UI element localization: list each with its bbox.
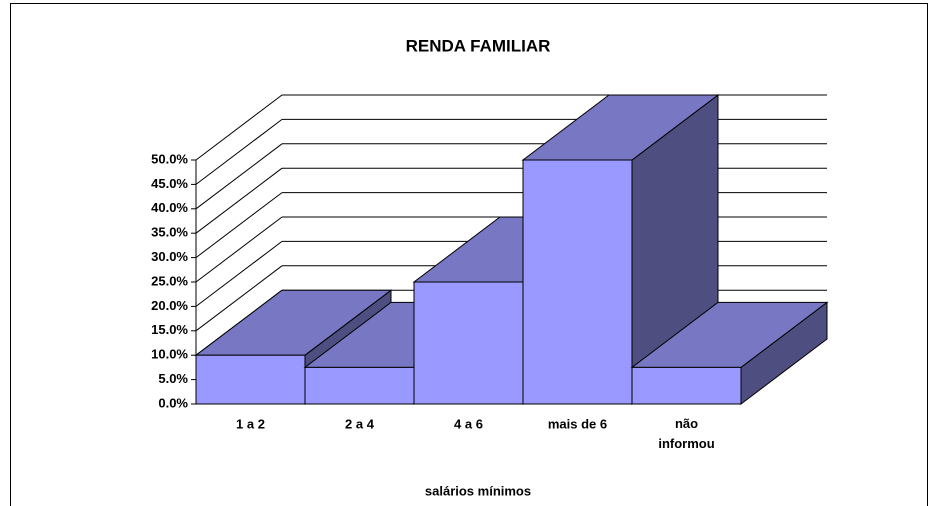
y-tick-label: 50.0% (151, 151, 188, 166)
bar (195, 354, 306, 405)
x-tick-label: 2 a 4 (345, 416, 375, 431)
y-tick-label: 15.0% (151, 322, 188, 337)
y-tick-label: 5.0% (158, 371, 188, 386)
x-axis-label: salários mínimos (425, 483, 531, 498)
x-tick-label: 1 a 2 (236, 416, 265, 431)
y-tick-label: 25.0% (151, 273, 188, 288)
y-tick-label: 45.0% (151, 176, 188, 191)
bar (522, 159, 633, 405)
bar (413, 281, 524, 405)
y-tick-label: 35.0% (151, 225, 188, 240)
x-tick-label: 4 a 6 (454, 416, 483, 431)
bar (631, 366, 742, 405)
grid-line (195, 192, 283, 258)
grid-line (195, 143, 283, 210)
chart-title: RENDA FAMILIAR (406, 36, 551, 55)
grid-line (195, 216, 283, 283)
grid-line (195, 265, 283, 332)
x-tick-label: mais de 6 (548, 416, 607, 431)
grid-line (195, 119, 283, 185)
grid-line (195, 94, 283, 161)
x-tick-label: não informou (658, 416, 714, 451)
bar (304, 366, 415, 405)
y-tick-label: 10.0% (151, 347, 188, 362)
y-tick-label: 40.0% (151, 200, 188, 215)
grid-line (195, 241, 283, 307)
y-tick-label: 20.0% (151, 298, 188, 313)
grid-line (195, 167, 283, 234)
y-tick-label: 0.0% (158, 395, 188, 410)
y-tick-label: 30.0% (151, 249, 188, 264)
